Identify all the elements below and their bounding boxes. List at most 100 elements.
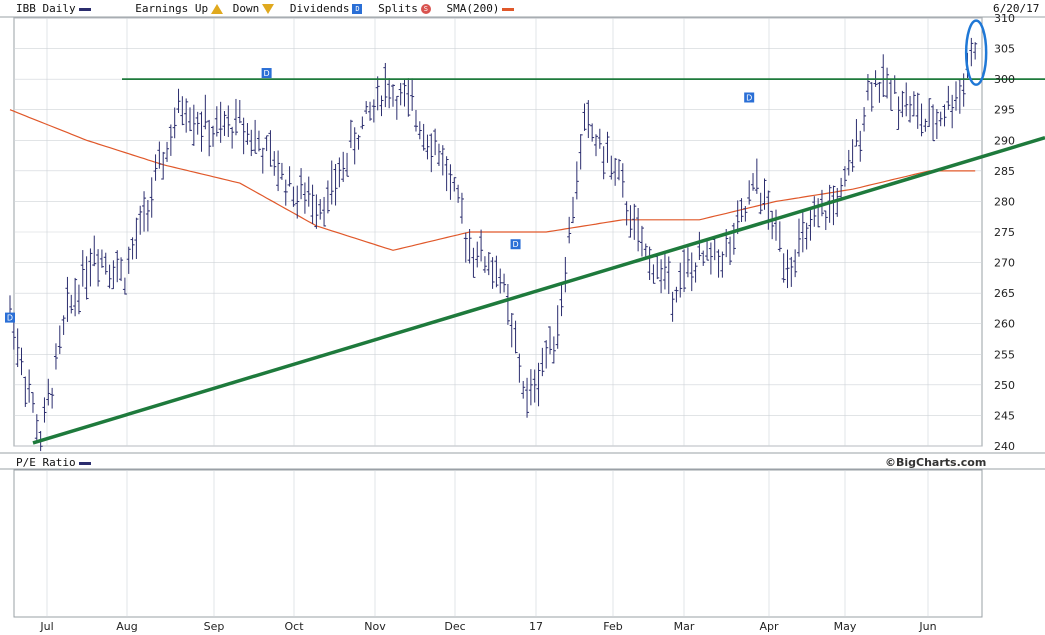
ohlc-bar: [379, 95, 384, 117]
ohlc-bar: [92, 235, 97, 267]
ohlc-bar: [245, 123, 250, 145]
ohlc-bar: [636, 207, 641, 252]
ohlc-bar: [877, 81, 882, 103]
ohlc-bar: [406, 78, 411, 117]
ohlc-bar: [555, 305, 560, 349]
ohlc-bar: [115, 250, 120, 283]
ohlc-bar: [253, 119, 258, 154]
ohlc-bar: [950, 94, 955, 129]
ohlc-bar: [647, 246, 652, 280]
ohlc-bar: [662, 251, 667, 290]
ohlc-bar: [655, 253, 660, 280]
ohlc-bar: [302, 182, 307, 214]
ohlc-bar: [758, 192, 763, 215]
ohlc-bar: [643, 243, 648, 258]
ohlc-bar: [624, 201, 629, 226]
ohlc-bar: [111, 260, 116, 290]
ohlc-bar: [628, 205, 633, 238]
ohlc-bar: [842, 166, 847, 187]
ohlc-bar: [888, 78, 893, 111]
ohlc-bar: [708, 242, 713, 275]
ohlc-bar: [130, 237, 135, 260]
ohlc-bar: [777, 221, 782, 252]
ohlc-bar: [869, 82, 874, 112]
ohlc-bar: [808, 207, 813, 241]
y-axis-ticks: 240 245 250 255 260 265 270 275 280 285 290 295 300 3…: [994, 12, 1015, 453]
ohlc-bar: [345, 152, 350, 177]
ohlc-bar: [19, 347, 24, 376]
ohlc-bar: [854, 119, 859, 147]
y-tick-label: 265: [994, 287, 1015, 300]
ohlc-bar: [839, 177, 844, 198]
ohlc-bar: [268, 130, 273, 167]
ohlc-bar: [835, 187, 840, 217]
ohlc-bar: [256, 130, 261, 152]
ohlc-bar: [754, 158, 759, 194]
ohlc-bar: [348, 119, 353, 148]
ohlc-bar: [559, 282, 564, 317]
x-tick-label: Feb: [603, 620, 622, 633]
ohlc-bar: [927, 98, 932, 128]
ohlc-bar: [88, 248, 93, 287]
ohlc-bar: [954, 81, 959, 111]
ohlc-bar: [168, 124, 173, 156]
sma-line-path: [9, 109, 976, 251]
ohlc-bar: [597, 128, 602, 149]
ohlc-bar: [885, 67, 890, 99]
ohlc-bar: [184, 98, 189, 133]
y-tick-label: 275: [994, 226, 1015, 239]
y-tick-label: 245: [994, 409, 1015, 422]
ohlc-bar: [796, 218, 801, 257]
y-tick-label: 280: [994, 195, 1015, 208]
ohlc-bar: [237, 100, 242, 124]
sma-legend-swatch: [502, 7, 515, 11]
ohlc-bar: [689, 252, 694, 292]
ohlc-bar: [494, 255, 499, 288]
pe-ratio-label: P/E Ratio: [16, 456, 91, 469]
ohlc-bar: [938, 111, 943, 127]
support-trendline: [32, 136, 1045, 445]
ohlc-bar: [142, 191, 147, 232]
ohlc-bar: [99, 249, 104, 268]
ohlc-bar: [712, 237, 717, 261]
ohlc-bar: [762, 178, 767, 210]
ohlc-bar: [333, 164, 338, 206]
ohlc-bar: [969, 37, 974, 67]
split-icon: S: [420, 4, 431, 14]
ohlc-bar: [509, 312, 514, 348]
x-tick-label: Dec: [444, 620, 465, 633]
dividend-marker-letter: D: [746, 93, 752, 102]
ohlc-bar: [180, 96, 185, 126]
ohlc-bar: [632, 203, 637, 240]
ohlc-bar: [15, 328, 20, 368]
ohlc-bar: [831, 185, 836, 226]
ohlc-bar: [50, 387, 55, 409]
ohlc-bar: [138, 205, 143, 235]
y-tick-label: 240: [994, 440, 1015, 453]
ohlc-bar: [103, 252, 108, 275]
dividend-marker: D: [261, 68, 272, 79]
ohlc-bar: [134, 217, 139, 259]
ohlc-bar: [578, 134, 583, 170]
ohlc-bar: [942, 104, 947, 127]
ohlc-bar: [571, 196, 576, 224]
ohlc-bar: [69, 294, 74, 314]
ohlc-bar: [505, 283, 510, 325]
ohlc-bar: [356, 134, 361, 150]
ohlc-bar: [421, 123, 426, 151]
ohlc-bar: [195, 111, 200, 135]
ohlc-bar: [417, 121, 422, 140]
highlight-circle: [964, 19, 988, 86]
ohlc-bar: [766, 190, 771, 230]
ohlc-bar: [486, 251, 491, 276]
ohlc-bar: [153, 154, 158, 181]
ohlc-bar: [528, 369, 533, 406]
dividend-marker: D: [5, 312, 15, 323]
ohlc-bar: [310, 184, 315, 224]
copyright: ©BigCharts.com: [885, 456, 987, 469]
pe-panel-frame: [13, 469, 983, 618]
x-tick-label: Oct: [284, 620, 304, 633]
pe-legend-swatch: [78, 461, 91, 465]
ohlc-bar: [341, 151, 346, 182]
ohlc-bar: [233, 98, 238, 136]
